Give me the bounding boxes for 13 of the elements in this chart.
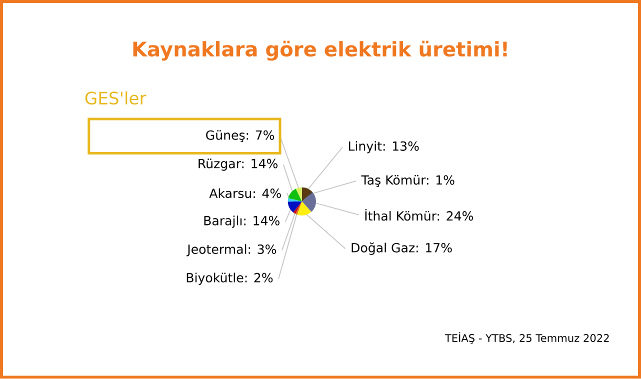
slice-label: Taş Kömür: 1%	[361, 175, 454, 188]
slice-label: Akarsu: 4%	[209, 188, 281, 198]
slice-label: Linyit: 13%	[348, 141, 419, 154]
slice-label: Biyokütle: 2%	[186, 272, 273, 285]
slice-label: Barajlı: 14%	[204, 216, 280, 228]
text: TEİAŞ - YTBS, 25 Temmuz 2022	[444, 332, 609, 344]
slice-label: Doğal Gaz: 17%	[352, 242, 452, 256]
text: GES'ler	[85, 91, 146, 105]
chart-title: Kaynaklara göre elektrik üretimi!	[133, 40, 507, 61]
slice-label: İthal Kömür: 24%	[365, 209, 474, 221]
slice-label: Güneş: 7%	[206, 130, 274, 142]
slice-label: Rüzgar: 14%	[198, 158, 278, 171]
slice-label: Jeotermal: 3%	[186, 244, 276, 256]
